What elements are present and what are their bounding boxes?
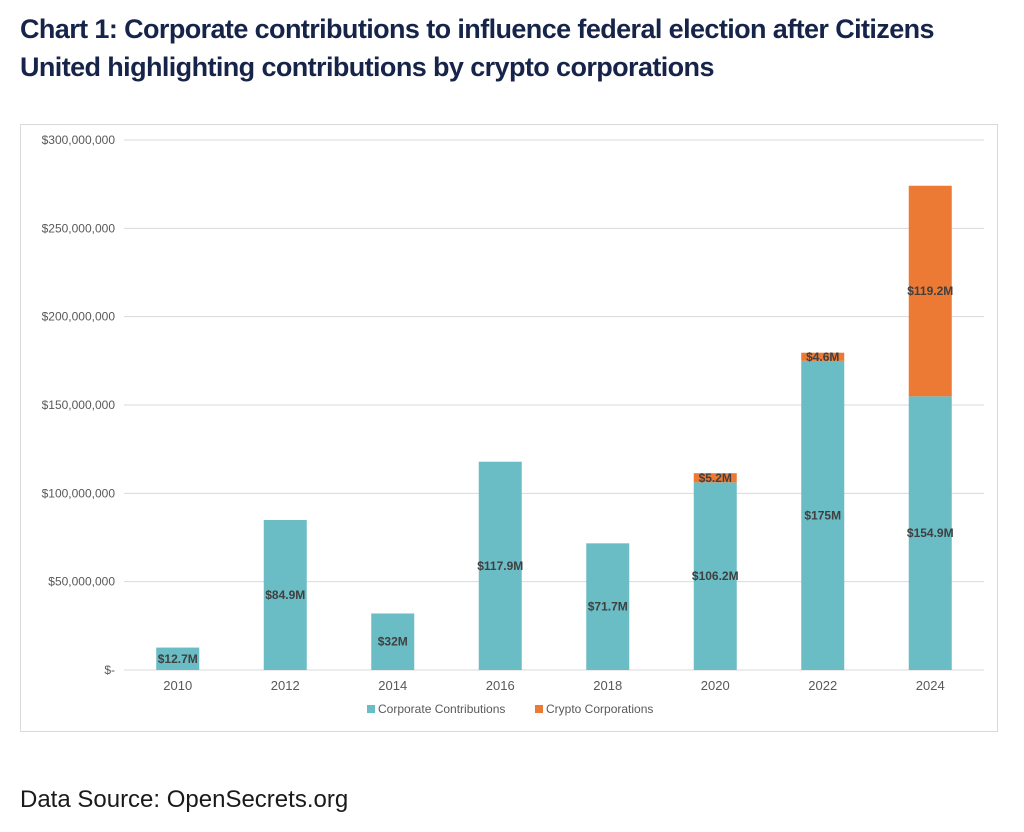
bar-corporate-2012 xyxy=(263,520,307,670)
chart-frame: $- $50,000,000 $100,000,000 $150,000,000 $20… xyxy=(20,124,998,732)
y-tick-label-4: $200,000,000 xyxy=(42,310,116,324)
data-label-corporate-2020: $106.2M xyxy=(692,569,739,583)
bar-corporate-2022 xyxy=(801,360,845,670)
bar-corporate-2018 xyxy=(586,543,630,670)
data-label-crypto-2022: $4.6M xyxy=(806,350,839,364)
bar-crypto-2024 xyxy=(908,185,952,397)
y-tick-label-6: $300,000,000 xyxy=(42,133,116,147)
x-tick-label-2010: 2010 xyxy=(163,678,192,693)
chart-title: Chart 1: Corporate contributions to infl… xyxy=(20,14,935,82)
legend-swatch-crypto xyxy=(535,705,543,713)
data-label-corporate-2024: $154.9M xyxy=(907,526,954,540)
data-label-corporate-2014: $32M xyxy=(378,635,408,649)
y-tick-label-2: $100,000,000 xyxy=(42,486,116,500)
y-tick-label-1: $50,000,000 xyxy=(48,575,115,589)
bar-corporate-2010 xyxy=(156,647,200,670)
legend-swatch-corporate xyxy=(367,705,375,713)
bar-crypto-2020 xyxy=(693,473,737,483)
bar-corporate-2020 xyxy=(693,482,737,670)
bar-crypto-2022 xyxy=(801,352,845,361)
x-tick-label-2014: 2014 xyxy=(378,678,407,693)
bar-corporate-2014 xyxy=(371,613,415,670)
legend-label-crypto: Crypto Corporations xyxy=(546,702,653,716)
x-tick-label-2022: 2022 xyxy=(808,678,837,693)
data-label-crypto-2020: $5.2M xyxy=(699,471,732,485)
data-label-corporate-2016: $117.9M xyxy=(477,559,523,573)
x-tick-label-2024: 2024 xyxy=(916,678,945,693)
y-tick-label-3: $150,000,000 xyxy=(42,398,116,412)
data-label-crypto-2024: $119.2M xyxy=(907,284,953,298)
x-tick-label-2012: 2012 xyxy=(271,678,300,693)
data-label-corporate-2010: $12.7M xyxy=(158,652,198,666)
data-label-corporate-2012: $84.9M xyxy=(265,588,305,602)
stacked-bar-chart: $- $50,000,000 $100,000,000 $150,000,000 $20… xyxy=(42,133,984,716)
data-source: Data Source: OpenSecrets.org xyxy=(20,786,349,813)
y-tick-label-0: $- xyxy=(104,663,115,677)
legend-label-corporate: Corporate Contributions xyxy=(378,702,505,716)
data-label-corporate-2022: $175M xyxy=(804,508,841,522)
y-tick-label-5: $250,000,000 xyxy=(42,221,116,235)
x-tick-label-2016: 2016 xyxy=(486,678,515,693)
bar-corporate-2016 xyxy=(478,461,522,670)
x-tick-label-2020: 2020 xyxy=(701,678,730,693)
data-label-corporate-2018: $71.7M xyxy=(588,600,628,614)
x-tick-label-2018: 2018 xyxy=(593,678,622,693)
bar-corporate-2024 xyxy=(908,396,952,670)
